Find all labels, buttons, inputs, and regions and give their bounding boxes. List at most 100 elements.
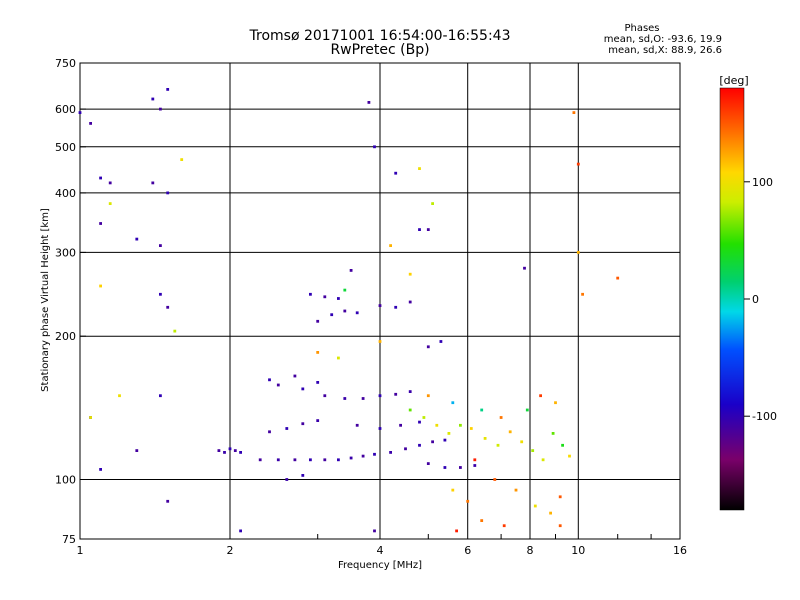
data-point: [394, 171, 398, 175]
colorbar: [719, 87, 745, 511]
data-point: [426, 462, 430, 465]
data-point: [337, 356, 340, 360]
colorbar-label: [deg]: [719, 74, 748, 87]
data-point: [258, 458, 262, 462]
data-point: [293, 458, 297, 462]
data-point: [89, 122, 92, 125]
y-tick-label: 400: [55, 187, 76, 200]
data-point: [301, 422, 305, 426]
data-point: [166, 191, 170, 195]
data-point: [443, 466, 447, 469]
data-point: [431, 440, 434, 444]
data-point: [293, 374, 297, 378]
data-point: [166, 88, 170, 91]
data-point: [483, 437, 487, 440]
data-point: [378, 304, 382, 307]
data-point: [473, 464, 477, 467]
data-point: [473, 458, 477, 462]
data-point: [523, 266, 526, 270]
data-point: [99, 468, 102, 471]
data-point: [426, 228, 430, 231]
data-point: [533, 504, 537, 508]
data-point: [239, 529, 242, 533]
data-point: [276, 458, 280, 462]
data-point: [558, 495, 562, 499]
y-tick-label: 750: [55, 57, 76, 70]
x-tick-label: 6: [464, 544, 471, 557]
data-point: [496, 443, 500, 447]
data-point: [408, 390, 412, 393]
data-point: [558, 524, 562, 528]
data-point: [439, 340, 443, 343]
chart-title: Tromsø 20171001 16:54:00-16:55:43: [249, 28, 511, 44]
data-point: [316, 419, 320, 422]
data-point: [541, 458, 545, 462]
colorbar-tick-label: 0: [752, 293, 759, 306]
data-point: [99, 284, 102, 288]
colorbar-tick-label: -100: [752, 410, 777, 423]
y-tick-label: 200: [55, 330, 76, 343]
stats-x-line: mean, sd,X: 88.9, 26.6: [608, 45, 722, 56]
stats-heading: Phases: [624, 23, 659, 34]
data-point: [480, 408, 484, 412]
data-point: [508, 430, 512, 434]
data-point: [378, 394, 382, 398]
data-point: [343, 397, 347, 400]
x-tick-label: 2: [227, 544, 234, 557]
data-point: [539, 394, 542, 398]
data-point: [361, 397, 365, 400]
data-point: [330, 313, 334, 317]
data-point: [323, 394, 327, 398]
data-point: [418, 167, 421, 170]
data-point: [455, 529, 458, 533]
data-point: [499, 416, 503, 419]
data-point: [466, 499, 470, 503]
x-tick-label: 8: [527, 544, 534, 557]
data-point: [480, 519, 484, 522]
data-point: [568, 454, 571, 458]
data-point: [531, 449, 535, 452]
data-point: [316, 351, 320, 354]
data-point: [301, 387, 305, 391]
data-point: [309, 292, 312, 296]
data-point: [159, 292, 162, 296]
data-point: [361, 454, 365, 458]
data-point: [422, 416, 426, 419]
x-axis-label: Frequency [MHz]: [338, 560, 422, 571]
data-point: [217, 449, 221, 452]
y-axis-label: Stationary phase Virtual Height [km]: [40, 208, 51, 392]
data-point: [343, 309, 347, 313]
data-point: [451, 488, 455, 492]
data-point: [408, 300, 412, 304]
y-tick-label: 500: [55, 141, 76, 154]
data-point: [447, 432, 451, 435]
data-point: [389, 451, 392, 454]
data-point: [99, 176, 102, 180]
data-point: [551, 432, 555, 435]
data-point: [520, 440, 524, 444]
data-point: [408, 408, 412, 412]
data-point: [514, 488, 518, 492]
x-axis-ticks: 1 2 4 6 8 10 16: [77, 534, 687, 557]
data-point: [337, 297, 340, 300]
data-point: [268, 378, 271, 382]
data-point: [166, 499, 170, 503]
data-point: [309, 458, 312, 462]
data-point: [443, 438, 447, 442]
data-points: [78, 88, 620, 533]
data-point: [323, 458, 327, 462]
data-point: [367, 101, 371, 104]
data-point: [89, 416, 92, 419]
data-point: [399, 423, 402, 427]
data-point: [355, 423, 359, 427]
data-point: [469, 427, 473, 430]
data-point: [268, 430, 271, 434]
data-point: [223, 451, 226, 454]
data-point: [316, 319, 320, 323]
data-point: [561, 443, 564, 447]
data-point: [404, 447, 407, 451]
data-point: [378, 340, 382, 343]
data-point: [78, 111, 82, 114]
data-point: [135, 237, 139, 241]
